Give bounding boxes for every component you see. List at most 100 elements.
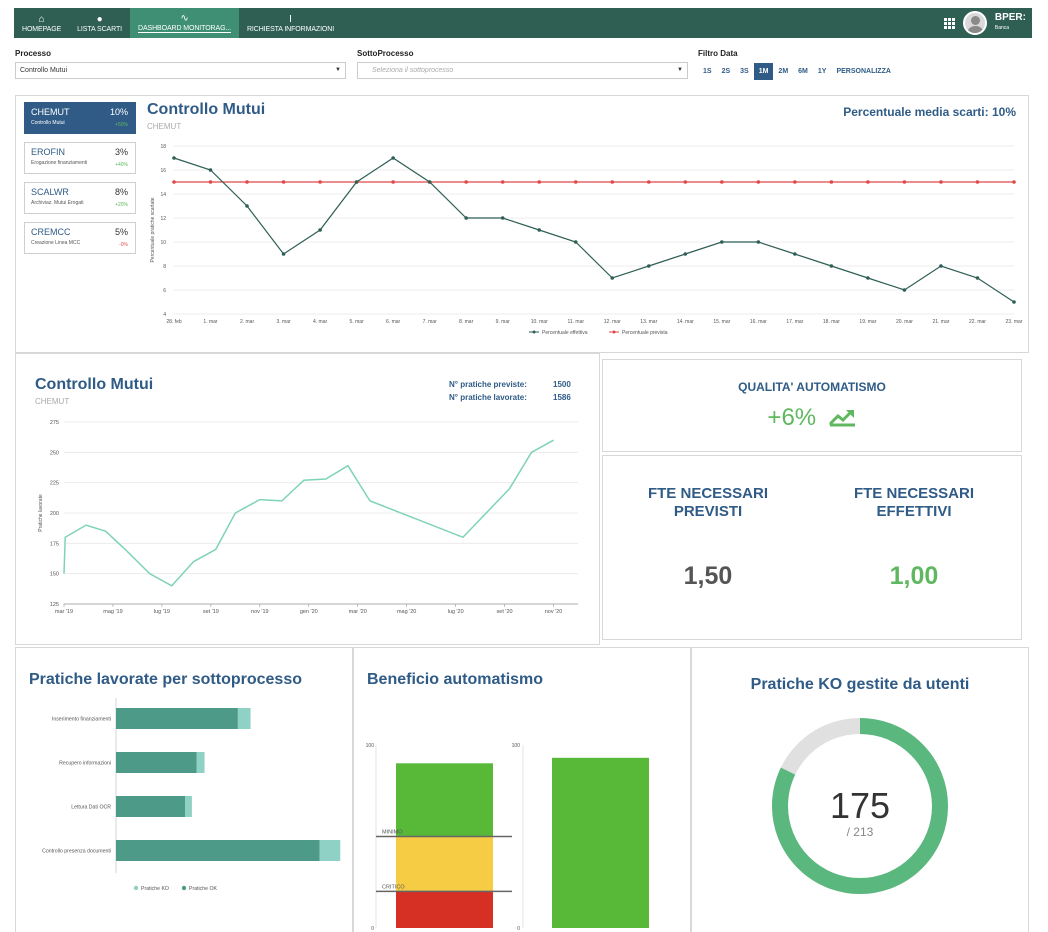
process-delta: -0% — [119, 242, 128, 248]
data-point — [172, 180, 176, 184]
category-label: Lettura Dati OCR — [71, 805, 111, 811]
fte-previsti-value: 1,50 — [683, 562, 733, 590]
apps-grid-icon[interactable] — [943, 17, 955, 29]
process-desc: Controllo Mutui — [31, 120, 65, 126]
processo-select[interactable]: Controllo Mutui ▼ — [15, 62, 346, 79]
date-range-1m[interactable]: 1M — [753, 63, 774, 80]
date-range-2s[interactable]: 2S — [721, 68, 731, 75]
legend-marker — [612, 330, 616, 334]
x-tick-label: lug '19 — [154, 609, 170, 615]
process-code: CREMCC — [31, 227, 71, 237]
bar-ko — [185, 796, 192, 817]
user-icon: ● — [96, 13, 103, 25]
sottoprocesso-title: Pratiche lavorate per sottoprocesso — [29, 671, 302, 688]
x-tick-label: 1. mar — [203, 319, 218, 325]
user-avatar[interactable] — [962, 11, 987, 35]
process-card-scalwr[interactable]: SCALWR 8% Archiviaz. Mutui Erogati +20% — [24, 182, 136, 214]
mutui-subtitle: CHEMUT — [35, 397, 70, 406]
bper-logo: BPER: Banca — [995, 13, 1026, 33]
ko-panel: Pratiche KO gestite da utenti 175/ 213 — [691, 647, 1029, 932]
date-range-1y[interactable]: 1Y — [817, 68, 827, 75]
mutui-panel: Controllo Mutui CHEMUT N° pratiche previ… — [15, 353, 600, 645]
x-tick-label: 22. mar — [969, 319, 986, 325]
process-card-chemut[interactable]: CHEMUT 10% Controllo Mutui +50% — [24, 102, 136, 134]
fte-panel: FTE NECESSARI PREVISTI FTE NECESSARI EFF… — [602, 455, 1022, 640]
data-point — [573, 240, 578, 244]
date-range-6m[interactable]: 6M — [798, 68, 808, 75]
series-line-pratiche — [63, 439, 554, 587]
process-card-cremcc[interactable]: CREMCC 5% Creazione Linea MCC -0% — [24, 222, 136, 254]
bar-segment — [396, 763, 493, 837]
x-tick-label: 13. mar — [640, 319, 657, 325]
legend-marker — [532, 330, 536, 334]
data-point — [500, 216, 505, 220]
bar-segment — [552, 757, 649, 928]
process-pct: 5% — [114, 227, 128, 237]
process-pct: 3% — [114, 147, 128, 157]
sottoprocesso-select[interactable]: Seleziona il sottoprocesso ▼ — [357, 62, 688, 79]
data-point — [208, 168, 213, 172]
avg-scarti-value: 10% — [991, 105, 1016, 119]
overview-title: Controllo Mutui — [147, 101, 266, 118]
data-point — [1012, 300, 1016, 304]
bar-ko — [237, 708, 251, 729]
sottoprocesso-bar-chart: Inserimento finanziamenti Recupero inform… — [42, 698, 341, 892]
x-tick-label: 8. mar — [459, 319, 474, 325]
data-point — [793, 180, 797, 184]
process-pct: 8% — [114, 187, 128, 197]
data-point — [756, 180, 761, 184]
data-point — [427, 180, 432, 184]
data-point — [866, 180, 870, 184]
data-point — [391, 180, 395, 184]
previste-value: 1500 — [553, 380, 571, 389]
donut-value: 175 — [830, 785, 890, 826]
avg-scarti: Percentuale media scarti: 10% — [843, 105, 1016, 119]
nav-richiesta-label: RICHIESTA INFORMAZIONI — [246, 25, 335, 33]
process-code: SCALWR — [31, 187, 69, 197]
x-tick-label: mag '19 — [103, 609, 122, 615]
y-axis-label: Pratiche lavorate — [38, 494, 44, 532]
fte-effettivi-title: FTE NECESSARI EFFETTIVI — [853, 485, 974, 520]
top-right-tools: BPER: Banca — [943, 8, 1032, 38]
data-point — [245, 180, 249, 184]
nav-richiesta-informazioni[interactable]: I RICHIESTA INFORMAZIONI — [239, 8, 342, 38]
x-tick-label: 16. mar — [750, 319, 767, 325]
nav-homepage[interactable]: ⌂ HOMEPAGE — [14, 8, 69, 38]
x-tick-label: 7. mar — [423, 319, 438, 325]
x-tick-label: 21. mar — [932, 319, 949, 325]
date-range-buttons: 1S 2S 3S 1M 2M 6M 1Y PERSONALIZZA — [698, 63, 896, 80]
x-tick-label: 17. mar — [786, 319, 803, 325]
y-tick-label: 0 — [371, 926, 374, 932]
data-point — [354, 180, 359, 184]
x-tick-label: mar '19 — [55, 609, 73, 615]
date-range-personalizza[interactable]: PERSONALIZZA — [836, 68, 891, 75]
data-point — [756, 240, 761, 244]
data-point — [537, 180, 542, 184]
data-point — [829, 180, 834, 184]
data-point — [720, 240, 724, 244]
data-point — [391, 156, 395, 160]
nav-dashboard[interactable]: ∿ DASHBOARD MONITORAG... — [129, 8, 239, 38]
x-tick-label: set '19 — [203, 609, 219, 615]
legend-marker — [181, 885, 187, 891]
nav-lista-scarti[interactable]: ● LISTA SCARTI — [69, 8, 130, 38]
data-point — [683, 180, 688, 184]
data-point — [683, 252, 688, 256]
process-pct: 10% — [109, 107, 128, 117]
chevron-down-icon: ▼ — [335, 67, 341, 73]
data-point — [318, 180, 322, 184]
data-point — [245, 204, 249, 208]
logo-sub: Banca — [994, 25, 1010, 31]
bar-segment — [396, 891, 493, 928]
fte-previsti-title: FTE NECESSARI PREVISTI — [647, 485, 768, 520]
avg-scarti-label: Percentuale media scarti: — [843, 105, 989, 119]
filtro-data-label: Filtro Data — [698, 49, 738, 58]
date-range-2m[interactable]: 2M — [778, 68, 789, 75]
date-range-1s[interactable]: 1S — [703, 68, 712, 75]
x-tick-label: nov '20 — [545, 609, 563, 615]
x-tick-label: nov '19 — [251, 609, 269, 615]
date-range-3s[interactable]: 3S — [740, 68, 749, 75]
x-tick-label: 20. mar — [896, 319, 913, 325]
qualita-panel: QUALITA' AUTOMATISMO +6% — [602, 359, 1022, 452]
process-card-erofin[interactable]: EROFIN 3% Erogazione finanziamenti +40% — [24, 142, 136, 174]
